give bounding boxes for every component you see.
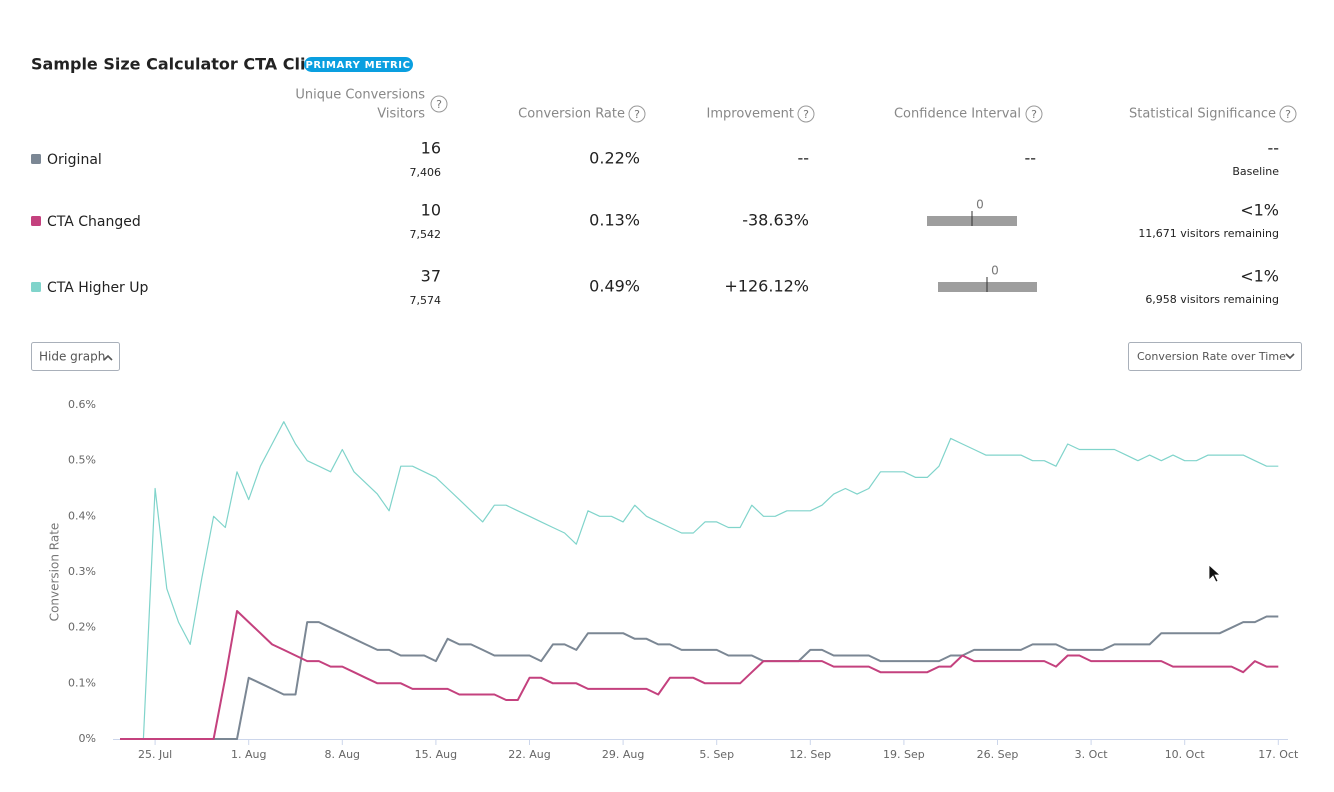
x-tick-label: 26. Sep <box>977 748 1019 761</box>
visitors: 7,574 <box>410 294 442 307</box>
help-icon[interactable] <box>628 105 646 123</box>
confidence-interval: -- <box>1024 149 1036 168</box>
variation-swatch <box>31 154 41 164</box>
series-line <box>120 615 1279 740</box>
column-header: Conversion Rate <box>518 107 625 122</box>
visitors: 7,406 <box>410 166 442 179</box>
x-tick-label: 8. Aug <box>325 748 360 761</box>
y-tick-label: 0.4% <box>68 509 96 522</box>
zero-label: 0 <box>991 264 999 278</box>
significance-note: Baseline <box>1232 165 1279 178</box>
variation-name: Original <box>47 152 102 168</box>
conversion-rate: 0.49% <box>589 277 640 296</box>
x-tick-label: 1. Aug <box>231 748 266 761</box>
conversions: 16 <box>421 139 441 158</box>
caret-up <box>103 354 113 361</box>
x-tick-label: 5. Sep <box>699 748 734 761</box>
conversion-rate: 0.22% <box>589 149 640 168</box>
help-icon[interactable] <box>1025 105 1043 123</box>
column-header: Visitors <box>377 107 425 122</box>
view-select-label: Conversion Rate over Time <box>1137 350 1286 363</box>
variation-swatch <box>31 282 41 292</box>
conversion-rate: 0.13% <box>589 211 640 230</box>
column-header: Improvement <box>707 107 794 122</box>
variation-swatch <box>31 216 41 226</box>
y-tick-label: 0.3% <box>68 565 96 578</box>
significance-note: 6,958 visitors remaining <box>1145 293 1279 306</box>
metric-title: Sample Size Calculator CTA Click <box>31 55 326 74</box>
y-tick-label: 0% <box>79 732 96 745</box>
cursor <box>1208 564 1222 583</box>
improvement: +126.12% <box>724 277 809 296</box>
x-tick-label: 22. Aug <box>508 748 550 761</box>
x-tick-label: 29. Aug <box>602 748 644 761</box>
help-icon[interactable] <box>430 95 448 113</box>
view-select[interactable] <box>1128 342 1302 371</box>
y-tick-label: 0.1% <box>68 676 96 689</box>
zero-label: 0 <box>976 198 984 212</box>
y-tick-label: 0.6% <box>68 398 96 411</box>
series-line <box>120 421 1279 740</box>
help-icon-text: ? <box>803 108 809 121</box>
y-tick-label: 0.5% <box>68 454 96 467</box>
y-tick-label: 0.2% <box>68 621 96 634</box>
conversions: 10 <box>421 201 441 220</box>
help-icon-text: ? <box>634 108 640 121</box>
visitors: 7,542 <box>410 228 442 241</box>
variation-name: CTA Changed <box>47 214 141 230</box>
x-tick-label: 3. Oct <box>1075 748 1109 761</box>
hide-graph-button[interactable] <box>31 342 120 371</box>
help-icon-text: ? <box>436 98 442 111</box>
x-tick-label: 15. Aug <box>415 748 457 761</box>
x-tick-label: 12. Sep <box>789 748 831 761</box>
help-icon-text: ? <box>1031 108 1037 121</box>
significance: -- <box>1267 139 1279 158</box>
y-axis-title: Conversion Rate <box>48 523 62 622</box>
column-header: Unique Conversions <box>295 88 425 103</box>
badge-bg <box>304 57 413 72</box>
significance: <1% <box>1240 267 1279 286</box>
conversions: 37 <box>421 267 441 286</box>
improvement: -- <box>797 149 809 168</box>
improvement: -38.63% <box>742 211 809 230</box>
x-tick-label: 25. Jul <box>138 748 172 761</box>
variation-name: CTA Higher Up <box>47 280 149 296</box>
series-line <box>120 610 1279 740</box>
x-tick-label: 19. Sep <box>883 748 925 761</box>
help-icon[interactable] <box>1279 105 1297 123</box>
significance-note: 11,671 visitors remaining <box>1138 227 1279 240</box>
badge: PRIMARY METRIC <box>305 60 410 71</box>
column-header: Statistical Significance <box>1129 107 1276 122</box>
x-tick-label: 10. Oct <box>1165 748 1206 761</box>
help-icon-text: ? <box>1285 108 1291 121</box>
help-icon[interactable] <box>797 105 815 123</box>
significance: <1% <box>1240 201 1279 220</box>
x-tick-label: 17. Oct <box>1258 748 1299 761</box>
column-header: Confidence Interval <box>894 107 1021 122</box>
caret-down <box>1285 353 1295 360</box>
hide-graph-label: Hide graph <box>39 350 105 364</box>
